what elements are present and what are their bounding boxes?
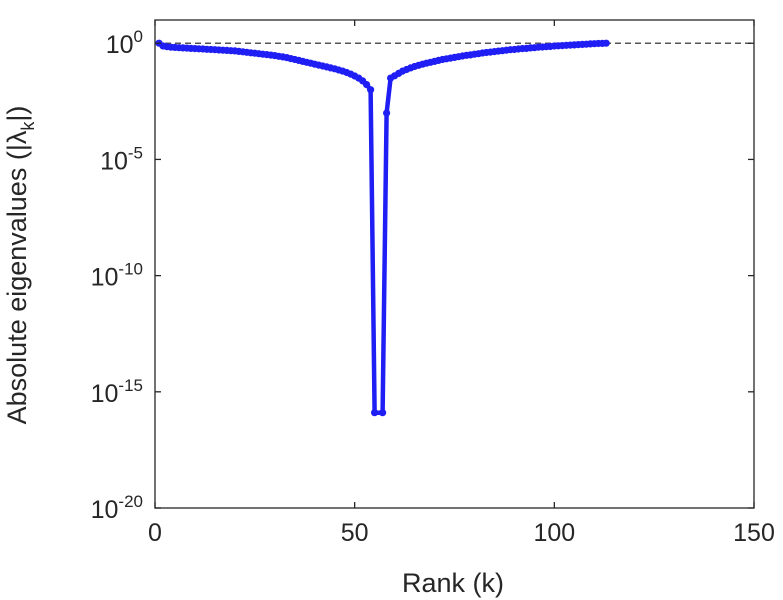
- y-axis-label-tail: |): [2, 106, 32, 122]
- data-point: [367, 86, 375, 94]
- y-tick-label: 100: [106, 27, 143, 59]
- data-point: [602, 39, 610, 47]
- data-point: [371, 409, 379, 417]
- x-tick-label: 0: [148, 519, 162, 547]
- x-tick-label: 150: [733, 519, 775, 547]
- plot-area: [154, 19, 755, 509]
- y-axis-label-main: Absolute eigenvalues (|λ: [2, 130, 32, 424]
- x-axis-label: Rank (k): [402, 568, 504, 598]
- data-point: [383, 109, 391, 117]
- y-tick-label: 10-5: [100, 143, 143, 175]
- y-tick-label: 10-20: [91, 492, 143, 524]
- data-point: [379, 409, 387, 417]
- y-axis-label-subscript: k: [18, 121, 38, 131]
- y-tick-label: 10-15: [91, 376, 143, 408]
- y-axis-label: Absolute eigenvalues (|λk|): [2, 106, 38, 425]
- x-tick-label: 50: [341, 519, 369, 547]
- data-point: [363, 81, 371, 89]
- x-tick-label: 100: [533, 519, 575, 547]
- y-tick-label: 10-10: [91, 260, 143, 292]
